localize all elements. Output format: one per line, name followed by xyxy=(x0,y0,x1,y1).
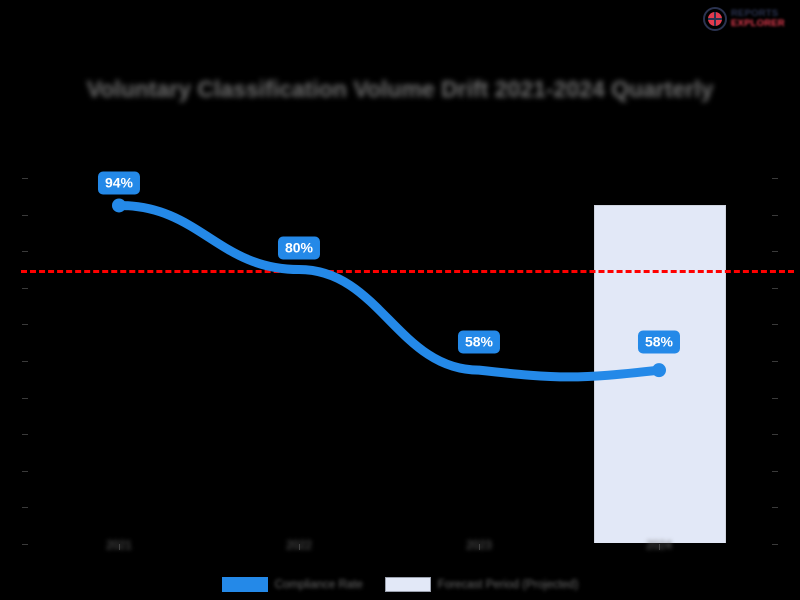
chart-title: Voluntary Classification Volume Drift 20… xyxy=(86,76,714,102)
data-point-label: 94% xyxy=(97,171,141,195)
axis-tick xyxy=(772,214,778,216)
x-axis-tick-label: 2022 xyxy=(286,540,312,552)
legend-label-series: Compliance Rate xyxy=(274,578,363,591)
x-axis-ticks xyxy=(28,544,772,550)
x-axis-tick-label: 2021 xyxy=(106,540,132,552)
logo-text: REPORTS EXPLORER xyxy=(731,9,785,28)
axis-tick xyxy=(772,397,778,399)
brand-logo: REPORTS EXPLORER xyxy=(702,4,794,34)
series-point-marker xyxy=(112,198,126,213)
x-axis-tick xyxy=(479,544,480,550)
axis-tick xyxy=(772,287,778,289)
axis-tick xyxy=(772,361,778,362)
x-axis-tick-label: 2024 xyxy=(646,540,672,552)
y-axis-right-ticks xyxy=(772,178,778,545)
legend-item-band[interactable]: Forecast Period (Projected) xyxy=(384,577,579,592)
logo-dot-shape xyxy=(708,12,722,26)
x-axis-tick xyxy=(119,544,120,550)
series-data-points xyxy=(112,198,666,378)
axis-tick xyxy=(22,507,28,509)
plot-area: 100%92%84%76%68%60%52%44%36%28%20% 12001… xyxy=(21,171,794,552)
axis-tick xyxy=(22,324,28,326)
axis-tick xyxy=(22,470,28,472)
x-axis-tick xyxy=(299,544,300,550)
axis-tick xyxy=(22,434,28,436)
series-line-chart xyxy=(112,198,666,382)
axis-tick xyxy=(22,214,28,216)
logo-mark-icon xyxy=(702,6,728,32)
logo-line-2: EXPLORER xyxy=(731,18,785,29)
axis-tick xyxy=(772,544,778,545)
x-axis-labels: 2021 2022 2023 2024 xyxy=(28,526,772,552)
legend-swatch-band xyxy=(384,577,431,592)
threshold-dashed-line xyxy=(21,269,794,273)
series-point-marker xyxy=(652,363,666,378)
legend-label-band: Forecast Period (Projected) xyxy=(437,578,579,591)
axis-tick xyxy=(772,178,778,179)
data-point-label: 58% xyxy=(637,330,681,354)
logo-ring-shape xyxy=(703,7,727,31)
logo-line-1: REPORTS xyxy=(731,8,779,20)
axis-tick xyxy=(22,178,28,179)
axis-tick xyxy=(22,361,28,362)
y-axis-left-ticks xyxy=(22,178,28,545)
axis-tick xyxy=(22,287,28,289)
axis-tick xyxy=(772,324,778,326)
legend-item-series[interactable]: Compliance Rate xyxy=(221,577,363,592)
axis-tick xyxy=(772,470,778,472)
axis-tick xyxy=(772,434,778,436)
axis-tick xyxy=(772,251,778,253)
data-point-label: 58% xyxy=(457,330,501,354)
x-axis-tick xyxy=(659,544,660,550)
axis-tick xyxy=(22,251,28,253)
data-point-label: 80% xyxy=(277,236,321,259)
legend-swatch-series xyxy=(221,577,268,592)
chart-legend: Compliance Rate Forecast Period (Project… xyxy=(0,577,800,592)
axis-tick xyxy=(22,544,28,545)
series-line-path xyxy=(114,200,664,382)
axis-tick xyxy=(772,507,778,509)
x-axis-tick-label: 2023 xyxy=(466,540,492,552)
axis-tick xyxy=(22,397,28,399)
